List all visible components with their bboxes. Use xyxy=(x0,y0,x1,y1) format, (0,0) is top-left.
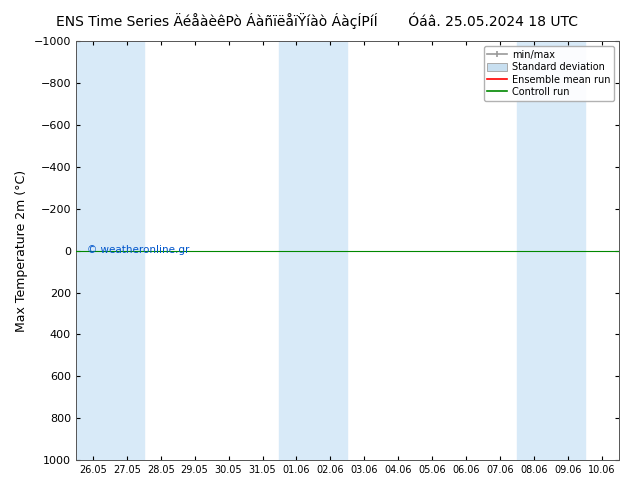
Bar xyxy=(110,41,144,460)
Bar xyxy=(76,41,110,460)
Text: ENS Time Series ÄéåàèêPò ÁàñïëåïŸíàò ÁàçÍPíÍ       Óáâ. 25.05.2024 18 UTC: ENS Time Series ÄéåàèêPò ÁàñïëåïŸíàò Áàç… xyxy=(56,12,578,29)
Bar xyxy=(280,41,313,460)
Bar xyxy=(313,41,347,460)
Text: © weatheronline.gr: © weatheronline.gr xyxy=(87,245,189,255)
Legend: min/max, Standard deviation, Ensemble mean run, Controll run: min/max, Standard deviation, Ensemble me… xyxy=(484,46,614,101)
Bar xyxy=(517,41,551,460)
Y-axis label: Max Temperature 2m (°C): Max Temperature 2m (°C) xyxy=(15,170,28,332)
Bar xyxy=(551,41,585,460)
